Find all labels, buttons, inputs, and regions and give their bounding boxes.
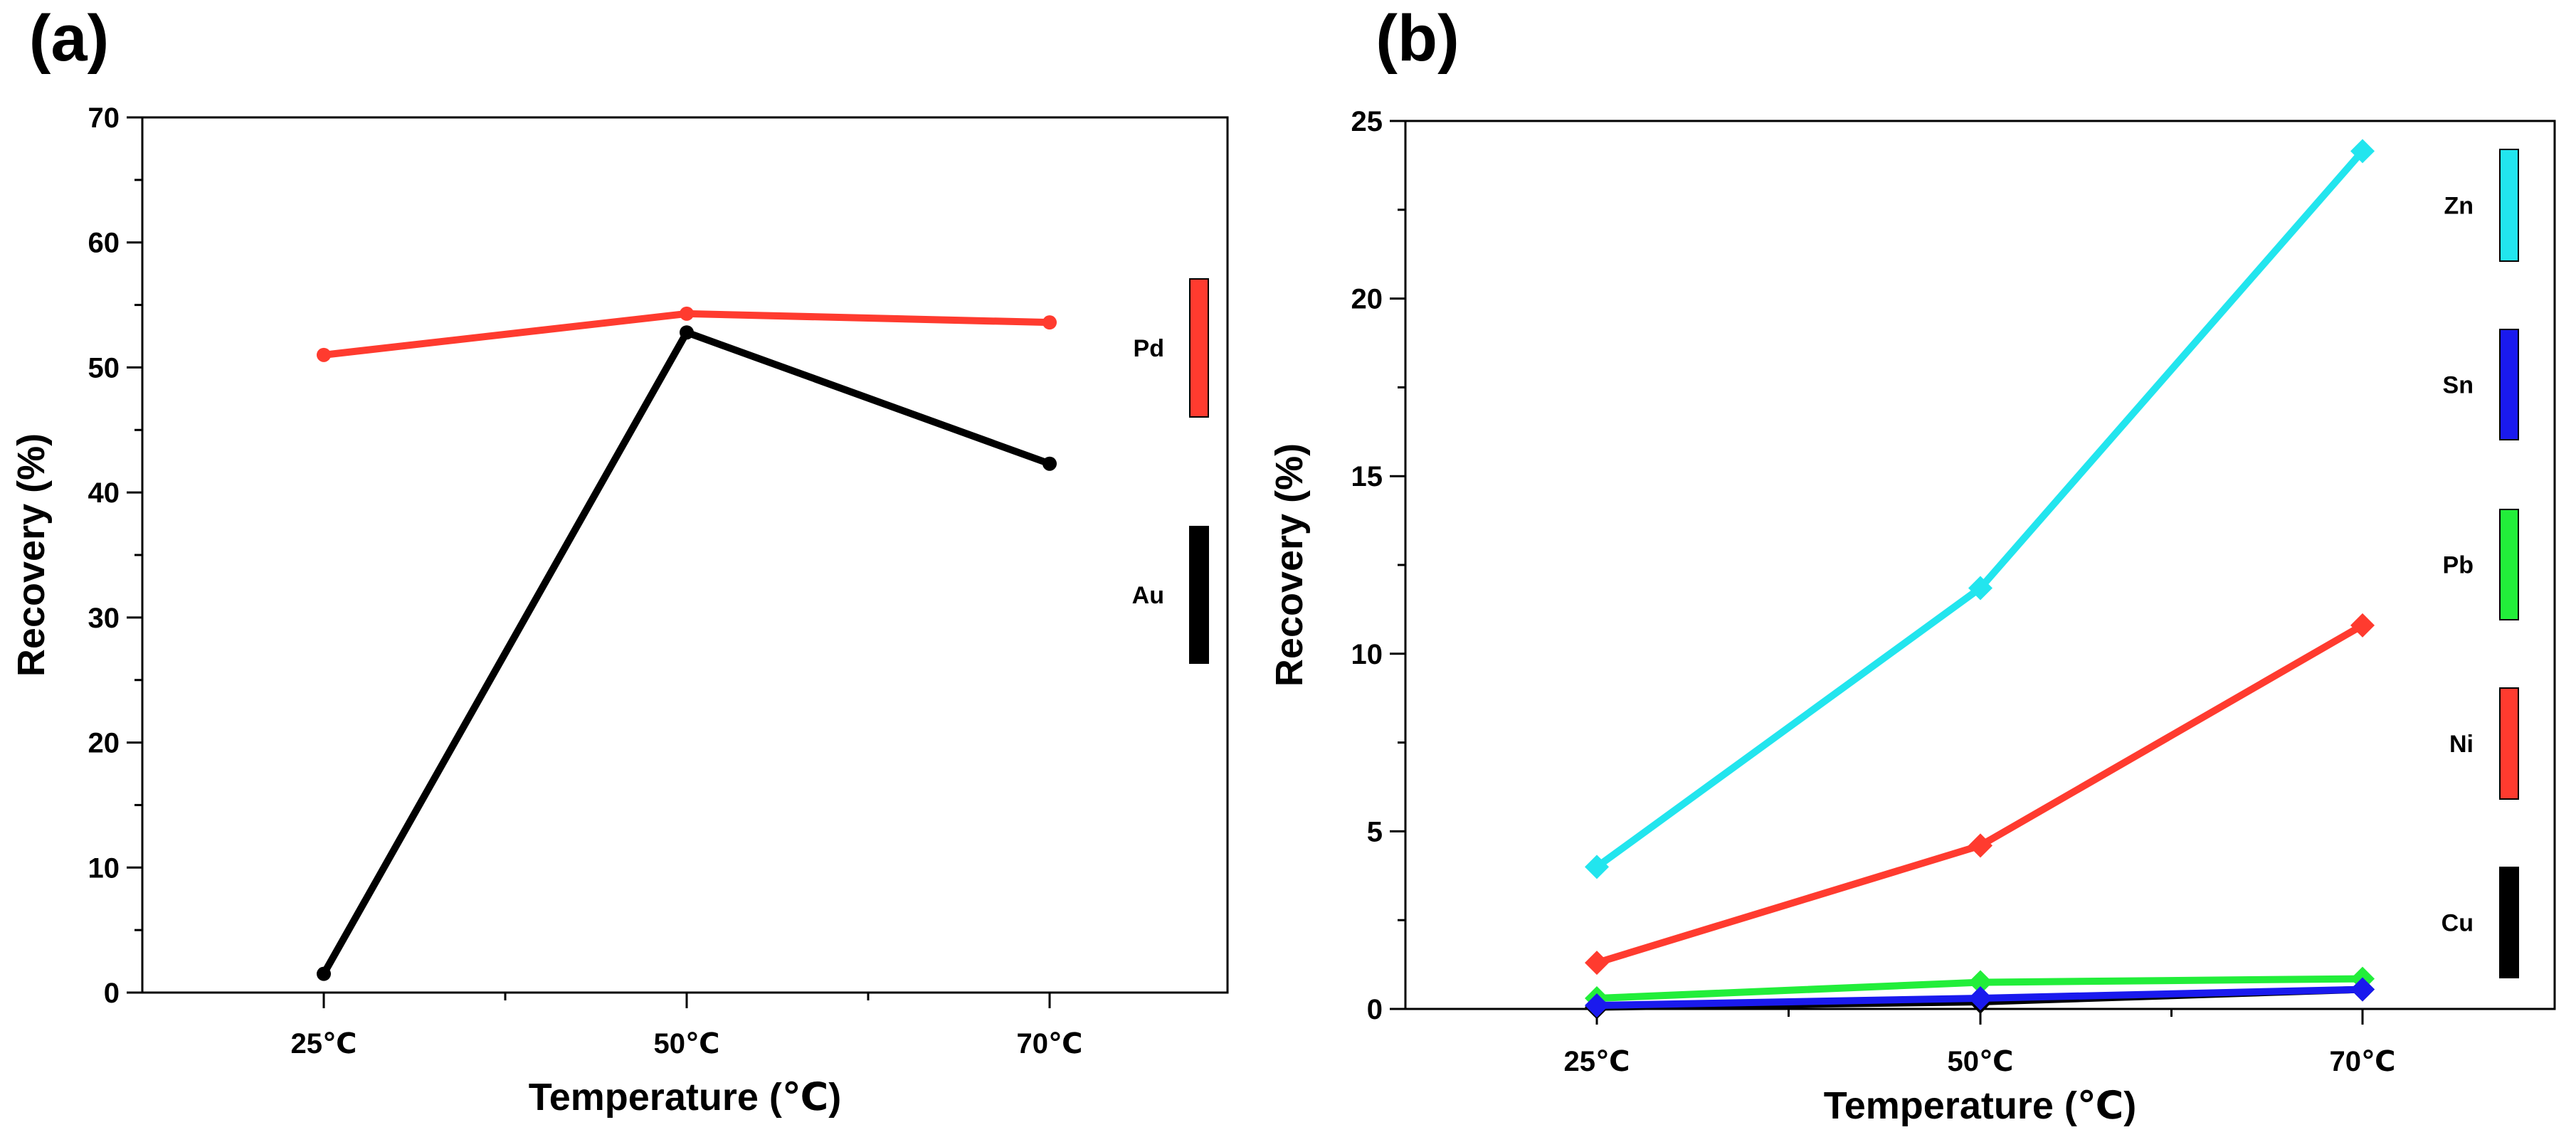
data-point-sn <box>1585 993 1609 1018</box>
legend-swatch-sn <box>2499 329 2519 440</box>
x-tick-label: 50℃ <box>1948 1046 2014 1077</box>
y-tick-label: 20 <box>1351 284 1383 315</box>
data-point-au <box>1042 456 1057 471</box>
x-axis-title: Temperature (℃) <box>529 1076 841 1119</box>
data-point-ni <box>2350 613 2375 638</box>
series-line-zn <box>1595 149 2365 870</box>
data-point-ni <box>1968 833 1992 858</box>
x-tick-label: 50℃ <box>654 1028 720 1059</box>
legend-swatch-zn <box>2499 149 2519 262</box>
plot-frame <box>1404 120 2556 1010</box>
data-point-sn <box>2350 977 2375 1002</box>
legend-label-sn: Sn <box>2443 372 2474 399</box>
x-tick-label: 70℃ <box>2330 1046 2396 1077</box>
legend-swatch-ni <box>2499 687 2519 800</box>
data-point-au <box>680 325 694 340</box>
y-tick-label: 0 <box>104 978 120 1009</box>
data-point-zn <box>1968 576 1992 601</box>
y-tick-label: 5 <box>1367 816 1383 847</box>
y-tick-label: 30 <box>88 603 120 634</box>
y-tick-label: 15 <box>1351 461 1383 492</box>
legend-label-au: Au <box>1132 582 1164 609</box>
y-axis-title: Recovery (%) <box>10 433 53 677</box>
x-tick-label: 70℃ <box>1017 1028 1083 1059</box>
y-tick-label: 70 <box>88 102 120 134</box>
y-tick-label: 10 <box>1351 639 1383 670</box>
chart-panel-b: (b) 0 5 10 15 20 25 25℃ 50℃ 70℃ Temperature (℃) Rec… <box>1268 2 2556 1127</box>
data-point-pd <box>317 347 331 362</box>
data-point-pd <box>680 306 694 321</box>
plot-frame <box>141 116 1229 994</box>
data-point-zn <box>1585 855 1609 879</box>
panel-label: (a) <box>29 2 109 75</box>
legend-label-cu: Cu <box>2442 910 2474 937</box>
x-tick-label: 25℃ <box>291 1028 357 1059</box>
series-line-ni <box>1595 622 2365 966</box>
panel-label: (b) <box>1376 2 1459 75</box>
data-point-zn <box>2350 139 2375 164</box>
x-axis-title: Temperature (℃) <box>1824 1084 2136 1127</box>
legend-label-ni: Ni <box>2449 731 2474 758</box>
data-point-au <box>317 966 331 981</box>
chart-panel-a: (a) 0 10 20 30 40 50 60 70 25℃ 50℃ 70℃ Temperature (… <box>10 2 1229 1119</box>
y-tick-label: 20 <box>88 728 120 759</box>
data-point-pd <box>1042 315 1057 330</box>
y-tick-label: 50 <box>88 352 120 384</box>
y-tick-label: 10 <box>88 852 120 884</box>
data-point-sn <box>1968 986 1992 1011</box>
legend-label-pd: Pd <box>1134 335 1164 362</box>
y-tick-label: 0 <box>1367 994 1383 1025</box>
x-tick-label: 25℃ <box>1564 1046 1630 1077</box>
legend-swatch-pd <box>1189 278 1209 418</box>
legend-label-pb: Pb <box>2443 552 2474 579</box>
y-tick-label: 40 <box>88 477 120 509</box>
legend-swatch-cu <box>2499 867 2519 978</box>
data-point-pb <box>1968 970 1992 995</box>
data-point-ni <box>1585 951 1609 976</box>
y-tick-label: 60 <box>88 228 120 259</box>
y-axis-title: Recovery (%) <box>1268 443 1311 687</box>
series-line-au <box>320 329 1051 976</box>
legend-label-zn: Zn <box>2444 193 2474 220</box>
legend-swatch-pb <box>2499 509 2519 620</box>
y-tick-label: 25 <box>1351 106 1383 137</box>
legend-swatch-au <box>1189 526 1209 664</box>
